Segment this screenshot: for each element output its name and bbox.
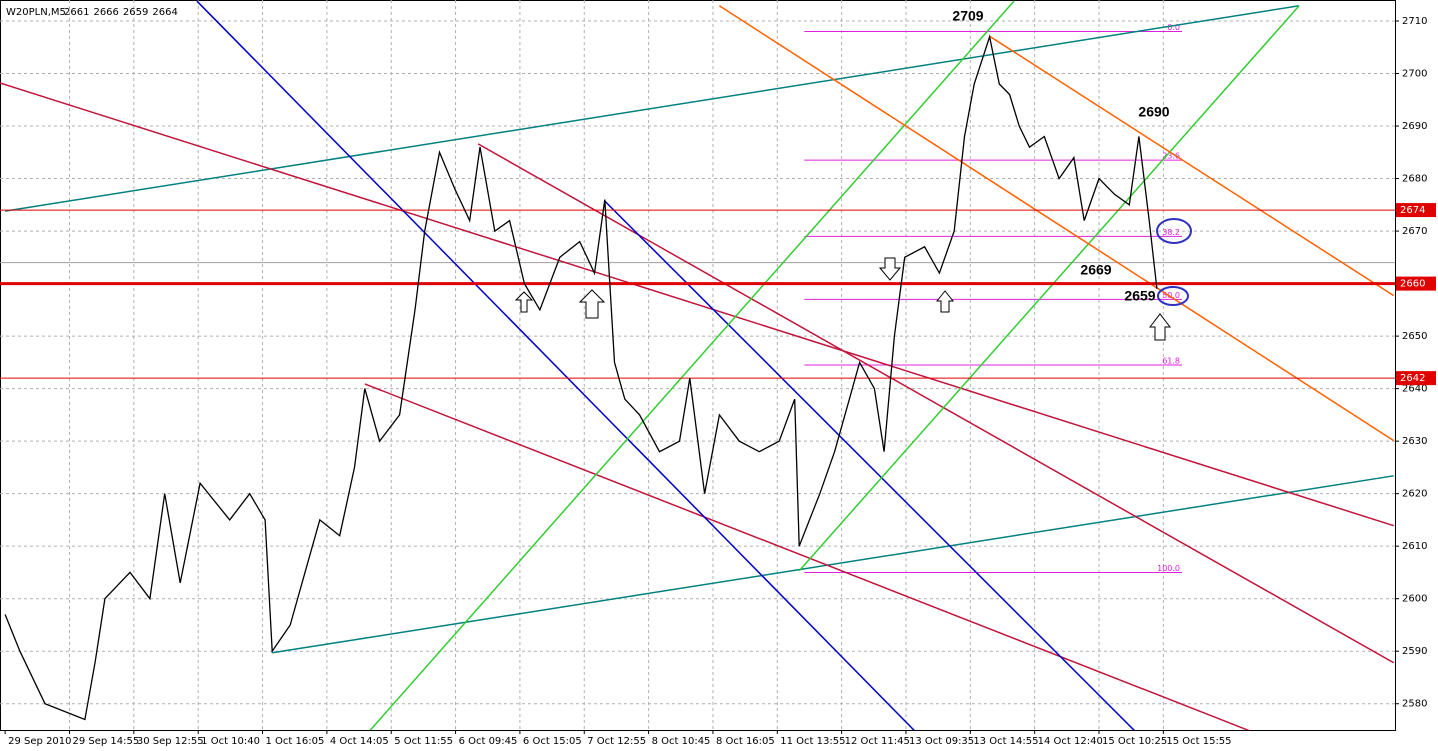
highlight-ellipse — [1157, 286, 1189, 306]
x-tick-label: 13 Oct 09:35 — [909, 736, 974, 747]
level-tag-label: 2674 — [1400, 205, 1425, 216]
x-tick-label: 13 Oct 14:55 — [973, 736, 1038, 747]
price-path — [4, 34, 1158, 721]
y-tick-label: 2580 — [1402, 699, 1427, 710]
trend-line — [798, 5, 1300, 572]
y-tick-label: 2680 — [1402, 174, 1427, 185]
level-tag — [1396, 276, 1436, 291]
down-arrow — [878, 257, 902, 281]
objects: 0.0 23.6 38.2 50.0 61.8 100.0 — [0, 0, 1395, 730]
plot-frame — [0, 0, 1396, 731]
fibo-label: 0.0 — [1167, 23, 1180, 32]
up-arrow — [514, 291, 534, 313]
symbol: W20PLN,M5 — [6, 7, 66, 18]
ohlc-value: 2664 — [152, 7, 177, 18]
level-tag — [1396, 371, 1436, 386]
trend-line — [272, 475, 1394, 654]
x-tick-label: 29 Sep 2010 — [8, 736, 71, 747]
fibo-label: 38.2 — [1162, 228, 1180, 237]
x-tick-label: 8 Oct 10:45 — [652, 736, 711, 747]
y-tick-label: 2700 — [1402, 69, 1427, 80]
y-tick-label: 2590 — [1402, 646, 1427, 657]
fibo-label: 50.0 — [1162, 291, 1180, 300]
trend-line — [364, 383, 1250, 730]
x-tick-label: 12 Oct 11:45 — [845, 736, 910, 747]
fibo-label: 23.6 — [1162, 152, 1180, 161]
trend-line — [369, 0, 1015, 730]
axes: 2580 2590 2600 2610 2620 2630 2640 2650 2660 2670… — [4, 16, 1436, 747]
y-tick-label: 2710 — [1402, 16, 1427, 27]
x-tick-label: 1 Oct 10:40 — [201, 736, 260, 747]
price — [4, 34, 1158, 721]
highlight-ellipse — [1156, 218, 1192, 244]
x-tick-label: 7 Oct 12:55 — [587, 736, 646, 747]
x-tick-label: 6 Oct 09:45 — [459, 736, 518, 747]
y-tick-label: 2630 — [1402, 436, 1427, 447]
trend-line — [196, 0, 915, 730]
trend-line — [0, 82, 1394, 527]
annotation: 2690 — [1138, 104, 1169, 120]
x-tick-label: 1 Oct 16:05 — [266, 736, 325, 747]
up-arrow — [578, 289, 606, 319]
y-tick-label: 2600 — [1402, 594, 1427, 605]
x-tick-label: 30 Sep 12:55 — [137, 736, 204, 747]
level-tag — [1396, 203, 1436, 218]
x-tick-label: 29 Sep 14:55 — [72, 736, 139, 747]
trend-line — [5, 5, 1300, 212]
x-tick-label: 11 Oct 13:55 — [780, 736, 845, 747]
x-tick-label: 5 Oct 11:55 — [394, 736, 453, 747]
fibo-label: 100.0 — [1157, 564, 1180, 573]
level-tag-label: 2660 — [1400, 279, 1425, 290]
y-tick-label: 2640 — [1402, 384, 1427, 395]
ohlc: 2661 2666 2659 2664 — [64, 7, 178, 18]
x-tick-label: 15 Oct 10:25 — [1102, 736, 1167, 747]
y-tick-label: 2690 — [1402, 121, 1427, 132]
y-tick-label: 2610 — [1402, 541, 1427, 552]
annotation: 2669 — [1080, 262, 1111, 278]
level-tag-label: 2642 — [1400, 373, 1425, 384]
up-arrow — [1148, 313, 1172, 341]
y-tick-label: 2670 — [1402, 226, 1427, 237]
trend-line — [604, 200, 1135, 730]
y-tick-label: 2620 — [1402, 489, 1427, 500]
x-tick-label: 6 Oct 15:05 — [523, 736, 582, 747]
grid — [0, 0, 1395, 730]
annotation: 2659 — [1124, 288, 1155, 304]
x-tick-label: 14 Oct 12:40 — [1038, 736, 1103, 747]
ohlc-value: 2661 — [64, 7, 89, 18]
x-tick-label: 15 Oct 15:55 — [1166, 736, 1231, 747]
y-tick-label: 2650 — [1402, 331, 1427, 342]
trend-line — [477, 143, 1395, 664]
fibo-label: 61.8 — [1162, 357, 1180, 366]
markers — [514, 218, 1192, 341]
ohlc-value: 2666 — [93, 7, 118, 18]
up-arrow — [935, 290, 955, 313]
x-tick-label: 4 Oct 14:05 — [330, 736, 389, 747]
x-tick-label: 8 Oct 16:05 — [716, 736, 775, 747]
trend-line — [989, 35, 1395, 297]
annotation: 2709 — [952, 8, 983, 24]
trend-line — [718, 5, 1395, 442]
ohlc-value: 2659 — [123, 7, 148, 18]
